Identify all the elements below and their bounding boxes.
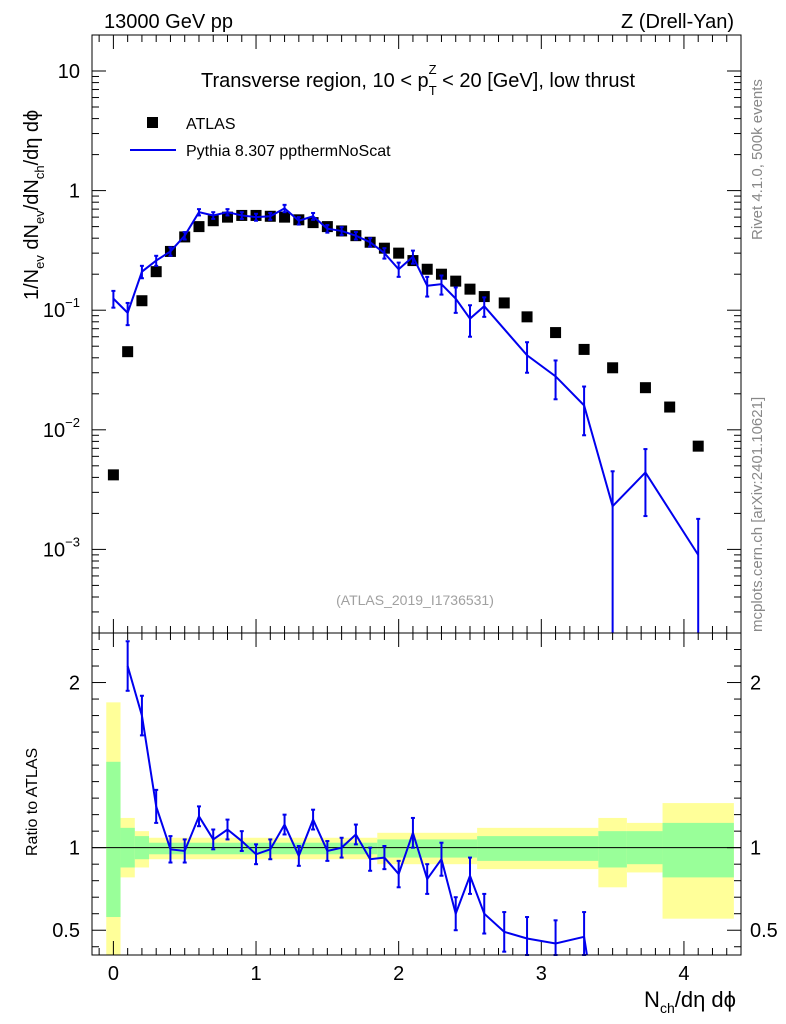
pythia-line	[112, 207, 700, 556]
main-y-tick-label: 10−3	[43, 534, 80, 561]
mcplots-label: mcplots.cern.ch [arXiv:2401.10621]	[749, 397, 766, 632]
ylabel-a: 1/N	[21, 269, 43, 300]
process-label: Z (Drell-Yan)	[621, 11, 734, 33]
ratio-y-tick-label: 2	[69, 673, 80, 695]
xlabel-rest: /dη dϕ	[675, 987, 736, 1012]
ratio-y-tick-label: 0.5	[52, 920, 80, 942]
atlas-point	[498, 297, 510, 309]
main-y-tick-label: 10−2	[43, 415, 80, 442]
pythia-series	[111, 203, 701, 633]
main-y-tick-base: 1	[69, 181, 80, 203]
xlabel-sub: ch	[660, 1000, 675, 1016]
energy-label: 13000 GeV pp	[104, 11, 233, 33]
ratio-frame	[91, 632, 742, 956]
atlas-point	[639, 382, 651, 394]
xlabel-n: N	[644, 987, 660, 1012]
atlas-point	[107, 469, 119, 481]
atlas-point	[450, 275, 462, 287]
main-y-tick-label: 10	[58, 61, 80, 83]
ratio-panel: 0.5 0.5 1 1 2 2 0 1 2 3 4	[52, 632, 778, 985]
ratio-green-band	[377, 839, 478, 858]
x-tick-label: 4	[678, 963, 689, 985]
ratio-y-tick-label-right: 2	[750, 673, 761, 695]
atlas-point	[578, 343, 590, 355]
atlas-point	[692, 440, 704, 452]
atlas-point	[435, 268, 447, 280]
ylabel-a-sub: ev	[32, 255, 47, 269]
ylabel-d: /dη dϕ	[21, 110, 43, 166]
main-y-tick-exp: −1	[65, 295, 80, 310]
main-y-tick-label: 1	[69, 181, 80, 203]
main-y-tick-base: 10	[43, 539, 65, 561]
legend: ATLAS Pythia 8.307 ppthermNoScat	[130, 116, 391, 160]
ratio-green-band	[477, 836, 599, 861]
legend-pythia-label: Pythia 8.307 ppthermNoScat	[186, 143, 391, 160]
ratio-green-band	[106, 761, 121, 918]
main-y-tick-label: 10−1	[43, 295, 80, 322]
atlas-point	[150, 266, 162, 278]
atlas-point	[307, 217, 319, 229]
atlas-point	[421, 263, 433, 275]
atlas-point	[550, 327, 562, 339]
atlas-data-series	[107, 209, 704, 481]
ratio-axis-ticks: 0.5 0.5 1 1 2 2 0 1 2 3 4	[52, 633, 778, 985]
ratio-y-axis-label: Ratio to ATLAS	[24, 748, 41, 856]
atlas-point	[207, 215, 219, 227]
ratio-y-tick-label-right: 1	[750, 838, 761, 860]
x-tick-label: 0	[108, 963, 119, 985]
ylabel-c-sub: ch	[32, 165, 47, 179]
ylabel-c: /dN	[21, 179, 43, 210]
atlas-point	[393, 247, 405, 259]
rivet-label: Rivet 4.1.0, 500k events	[749, 79, 766, 240]
atlas-point	[193, 221, 205, 233]
ratio-y-tick-label-right: 0.5	[750, 920, 778, 942]
x-tick-label: 3	[536, 963, 547, 985]
atlas-point	[464, 283, 476, 295]
ratio-green-band	[598, 831, 627, 868]
main-y-tick-exp: −2	[65, 415, 80, 430]
plot-title: Transverse region, 10 < pTZ < 20 [GeV], …	[201, 62, 635, 98]
analysis-id: (ATLAS_2019_I1736531)	[336, 592, 494, 608]
plot-title-pre: Transverse region, 10 < p	[201, 70, 429, 92]
plot-title-post: < 20 [GeV], low thrust	[437, 70, 636, 92]
main-y-tick-base: 10	[43, 420, 65, 442]
ylabel-b: dN	[21, 224, 43, 255]
ratio-uncertainty-bands	[92, 702, 741, 955]
x-axis-label: Nch/dη dϕ	[644, 987, 736, 1016]
atlas-point	[607, 362, 619, 374]
atlas-point	[521, 311, 533, 323]
main-y-tick-base: 10	[58, 61, 80, 83]
ratio-green-band	[662, 822, 734, 878]
main-y-tick-exp: −3	[65, 534, 80, 549]
ratio-pythia-series	[125, 640, 588, 956]
atlas-point	[664, 401, 676, 413]
atlas-point	[136, 295, 148, 307]
plot-title-sub: T	[429, 83, 437, 98]
plot-title-sup: Z	[429, 62, 437, 77]
ratio-green-band	[149, 842, 378, 855]
x-tick-label: 1	[250, 963, 261, 985]
legend-atlas-label: ATLAS	[186, 116, 236, 133]
main-y-tick-base: 10	[43, 300, 65, 322]
y-axis-label: 1/Nev dNev/dNch/dη dϕ	[21, 110, 47, 300]
atlas-point	[122, 346, 134, 358]
ratio-pythia-line	[126, 665, 588, 956]
x-tick-label: 2	[393, 963, 404, 985]
legend-atlas-marker	[147, 117, 158, 128]
atlas-point	[279, 211, 291, 223]
ratio-y-tick-label: 1	[69, 838, 80, 860]
atlas-point	[222, 211, 234, 223]
ylabel-b-sub: ev	[32, 210, 47, 224]
